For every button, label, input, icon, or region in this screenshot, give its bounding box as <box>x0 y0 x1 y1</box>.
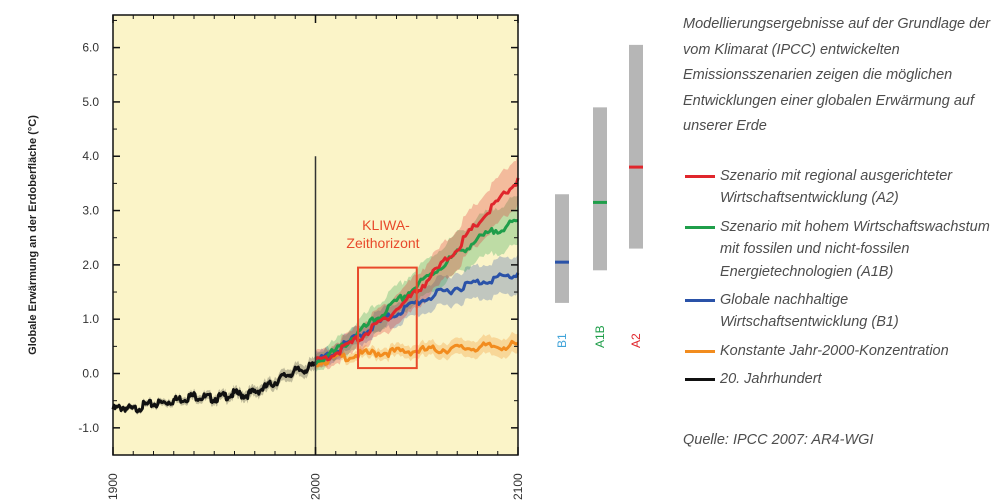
y-tick-label: 2.0 <box>82 258 99 272</box>
y-tick-label: 4.0 <box>82 149 99 163</box>
range-bar-label: B1 <box>555 333 569 348</box>
legend-swatch <box>685 299 715 303</box>
legend-swatch <box>685 378 715 382</box>
x-tick-label: 2100 <box>511 473 525 500</box>
y-tick-label: 1.0 <box>82 312 99 326</box>
y-tick-label: -1.0 <box>78 421 99 435</box>
kliwa-label-line2: Zeithorizont <box>346 235 419 251</box>
legend-label: Szenario mit hohem Wirtschaftswachstum m… <box>720 218 990 280</box>
range-bar-a1b <box>593 107 607 271</box>
legend-item: Szenario mit hohem Wirtschaftswachstum m… <box>685 216 997 283</box>
warming-chart: KLIWA- Zeithorizont -1.0 0.0 1.0 2.0 3.0 4.0 5.… <box>27 14 643 500</box>
range-bar-a2 <box>629 44 643 249</box>
legend-item: 20. Jahrhundert <box>685 368 997 390</box>
kliwa-label-line1: KLIWA- <box>362 217 410 233</box>
y-tick-label: 6.0 <box>82 41 99 55</box>
range-bar-b1 <box>555 194 569 303</box>
legend-label: Globale nachhaltige Wirtschaftsentwicklu… <box>720 292 899 331</box>
legend-item: Szenario mit regional ausgerichteter Wir… <box>685 165 997 210</box>
legend-item: Globale nachhaltige Wirtschaftsentwicklu… <box>685 289 997 334</box>
legend-swatch <box>685 225 715 229</box>
legend-swatch <box>685 175 715 178</box>
series-line <box>111 361 317 414</box>
x-tick-label: 2000 <box>309 473 323 500</box>
y-tick-label: 0.0 <box>82 367 99 381</box>
y-tick-label: 3.0 <box>82 204 99 218</box>
legend-label: Konstante Jahr-2000-Konzentration <box>720 342 949 359</box>
x-tick-label: 1900 <box>106 473 120 500</box>
range-bar-label: A1B <box>593 325 607 348</box>
kliwa-box <box>357 266 418 370</box>
legend: Szenario mit regional ausgerichteter Wir… <box>685 165 997 397</box>
y-axis-label: Globale Erwärmung an der Erdoberfläche (… <box>27 115 39 355</box>
range-bar-label: A2 <box>629 333 643 348</box>
y-tick-label: 5.0 <box>82 95 99 109</box>
legend-label: 20. Jahrhundert <box>720 371 822 388</box>
legend-label: Szenario mit regional ausgerichteter Wir… <box>720 168 953 207</box>
legend-item: Konstante Jahr-2000-Konzentration <box>685 340 997 362</box>
legend-swatch <box>685 349 715 353</box>
source-note: Quelle: IPCC 2007: AR4-WGI <box>683 432 874 448</box>
chart-description: Modellierungsergebnisse auf der Grundlag… <box>683 16 991 134</box>
